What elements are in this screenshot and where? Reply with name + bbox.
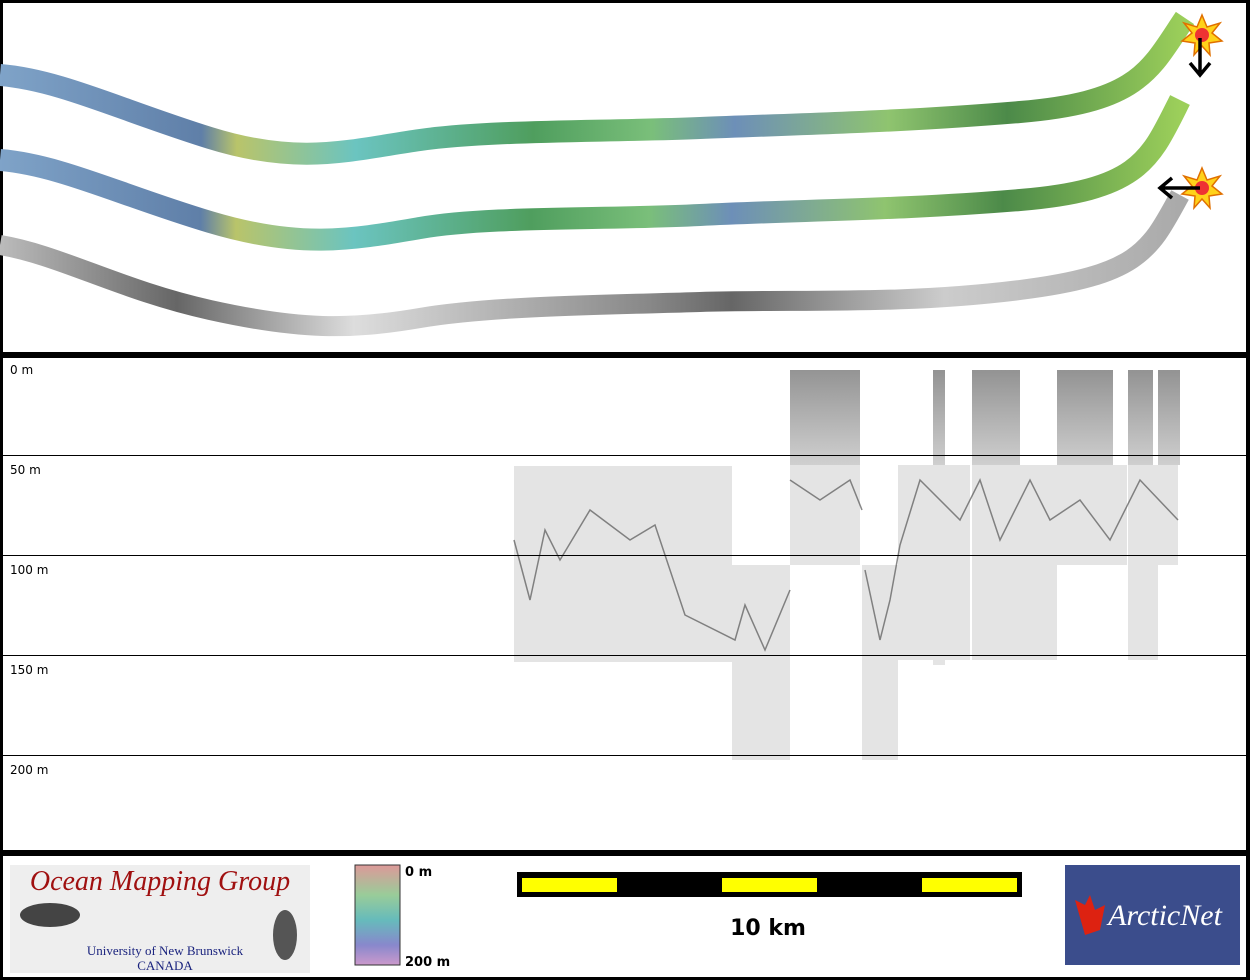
scale-bar-segments <box>522 878 1017 892</box>
swath-backscatter <box>0 190 1189 337</box>
depth-label: 150 m <box>10 663 48 677</box>
color-scale-label: 0 m <box>405 865 432 880</box>
partner-logo-text: ArcticNet <box>1106 899 1223 932</box>
scale-bar-label: 10 km <box>730 916 806 941</box>
depth-label: 100 m <box>10 563 48 577</box>
logo-graphic <box>273 910 297 960</box>
swath-bathymetry <box>0 11 1195 165</box>
maple-leaf <box>1075 895 1105 935</box>
arrow <box>1188 38 1212 78</box>
logo-text: University of New Brunswick <box>87 943 244 958</box>
logo-text: CANADA <box>137 958 193 973</box>
depth-label: 0 m <box>10 363 33 377</box>
depth-label: 200 m <box>10 763 48 777</box>
swath-bathymetry <box>0 95 1190 251</box>
depth-grid <box>3 455 1246 756</box>
color-scale-label: 200 m <box>405 955 450 970</box>
arrow <box>1157 176 1200 200</box>
color-scale <box>354 864 401 966</box>
logo-title: Ocean Mapping Group <box>30 866 290 897</box>
seabed-trace <box>513 478 1179 652</box>
depth-label: 50 m <box>10 463 41 477</box>
logo-graphic <box>20 903 80 927</box>
echogram-water-column <box>790 370 1180 465</box>
echogram <box>514 465 1178 760</box>
